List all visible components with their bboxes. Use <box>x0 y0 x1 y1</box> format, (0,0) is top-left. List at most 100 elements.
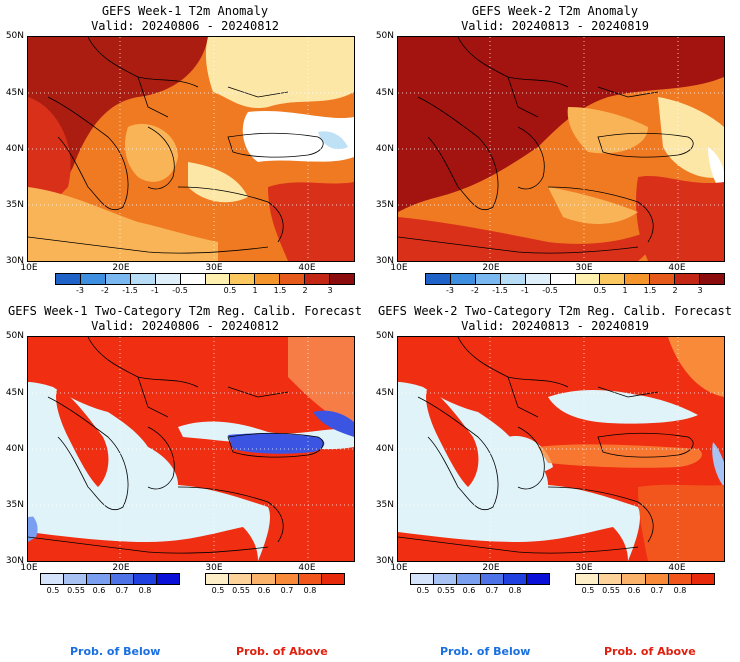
colorbar-tick: 1.5 <box>643 286 657 295</box>
colorbar-tick: -1.5 <box>122 286 138 295</box>
colorbar-tick: 0.6 <box>627 586 641 595</box>
panel-week2-probability: GEFS Week-2 Two-Category T2m Reg. Calib.… <box>370 300 740 600</box>
anomaly-colorbar <box>425 273 725 285</box>
colorbar-tick: -3 <box>76 286 84 295</box>
lon-label: 20E <box>112 263 130 273</box>
colorbar-tick: 0.5 <box>46 586 60 595</box>
lat-label: 45N <box>5 88 24 98</box>
lon-label: 30E <box>205 263 223 273</box>
colorbar-tick: 1 <box>252 286 258 295</box>
colorbar-tick: 0.8 <box>138 586 152 595</box>
colorbar-tick: 2 <box>302 286 308 295</box>
colorbar-tick: 0.55 <box>232 586 250 595</box>
colorbar-tick: 0.7 <box>280 586 294 595</box>
colorbar-tick: 0.8 <box>303 586 317 595</box>
colorbar-tick: -0.5 <box>172 286 188 295</box>
colorbar-tick: -2 <box>101 286 109 295</box>
lat-label: 50N <box>375 331 394 341</box>
colorbar-tick: 0.6 <box>92 586 106 595</box>
prob-above-colorbar <box>575 573 715 585</box>
panel-valid-date: Valid: 20240806 - 20240812 <box>91 19 279 33</box>
lon-label: 40E <box>298 563 316 573</box>
colorbar-tick: -1 <box>521 286 529 295</box>
colorbar-tick: 0.5 <box>593 286 607 295</box>
panel-week2-anomaly: GEFS Week-2 T2m Anomaly Valid: 20240813 … <box>370 0 740 300</box>
probability-map <box>27 336 355 562</box>
panel-valid-date: Valid: 20240806 - 20240812 <box>91 319 279 333</box>
lat-label: 35N <box>375 500 394 510</box>
prob-below-colorbar <box>40 573 180 585</box>
colorbar-tick: 2 <box>672 286 678 295</box>
lon-label: 30E <box>205 563 223 573</box>
prob-above-colorbar <box>205 573 345 585</box>
colorbar-tick: 0.5 <box>581 586 595 595</box>
lat-label: 40N <box>375 144 394 154</box>
colorbar-tick: 1.5 <box>273 286 287 295</box>
colorbar-tick: -1.5 <box>492 286 508 295</box>
lat-label: 50N <box>5 31 24 41</box>
colorbar-tick: -0.5 <box>542 286 558 295</box>
lat-label: 30N <box>5 556 24 566</box>
lon-label: 40E <box>668 263 686 273</box>
colorbar-tick: 0.7 <box>115 586 129 595</box>
colorbar-tick: 0.6 <box>257 586 271 595</box>
anomaly-colorbar <box>55 273 355 285</box>
probability-map <box>397 336 725 562</box>
lat-label: 40N <box>5 144 24 154</box>
panel-title: GEFS Week-1 Two-Category T2m Reg. Calib.… <box>7 304 362 318</box>
colorbar-tick: 0.5 <box>223 286 237 295</box>
colorbar-tick: 0.55 <box>602 586 620 595</box>
colorbar-tick: 0.5 <box>211 586 225 595</box>
colorbar-tick: 3 <box>697 286 703 295</box>
lon-label: 30E <box>575 263 593 273</box>
lat-label: 45N <box>375 88 394 98</box>
colorbar-tick: -3 <box>446 286 454 295</box>
colorbar-tick: 0.8 <box>673 586 687 595</box>
lat-label: 30N <box>375 256 394 266</box>
lat-label: 30N <box>375 556 394 566</box>
prob-below-label: Prob. of Below <box>440 645 531 658</box>
anomaly-map <box>27 36 355 262</box>
lat-label: 40N <box>375 444 394 454</box>
lon-label: 40E <box>668 563 686 573</box>
panel-title: GEFS Week-2 T2m Anomaly <box>471 4 639 18</box>
colorbar-tick: 0.7 <box>485 586 499 595</box>
lon-label: 40E <box>298 263 316 273</box>
lon-label: 20E <box>482 563 500 573</box>
prob-above-label: Prob. of Above <box>236 645 328 658</box>
lon-label: 30E <box>575 563 593 573</box>
colorbar-tick: 0.5 <box>416 586 430 595</box>
lat-label: 35N <box>5 500 24 510</box>
anomaly-map <box>397 36 725 262</box>
colorbar-tick: 0.8 <box>508 586 522 595</box>
colorbar-tick: -2 <box>471 286 479 295</box>
lat-label: 45N <box>375 388 394 398</box>
colorbar-tick: -1 <box>151 286 159 295</box>
lat-label: 45N <box>5 388 24 398</box>
colorbar-tick: 0.6 <box>462 586 476 595</box>
panel-title: GEFS Week-1 T2m Anomaly <box>101 4 269 18</box>
panel-week1-probability: GEFS Week-1 Two-Category T2m Reg. Calib.… <box>0 300 370 600</box>
prob-below-label: Prob. of Below <box>70 645 161 658</box>
panel-title: GEFS Week-2 Two-Category T2m Reg. Calib.… <box>377 304 732 318</box>
lon-label: 10E <box>390 263 408 273</box>
panel-week1-anomaly: GEFS Week-1 T2m Anomaly Valid: 20240806 … <box>0 0 370 300</box>
lat-label: 40N <box>5 444 24 454</box>
lat-label: 30N <box>5 256 24 266</box>
colorbar-tick: 3 <box>327 286 333 295</box>
colorbar-tick: 0.7 <box>650 586 664 595</box>
lat-label: 50N <box>375 31 394 41</box>
prob-below-colorbar <box>410 573 550 585</box>
panel-valid-date: Valid: 20240813 - 20240819 <box>461 19 649 33</box>
lon-label: 10E <box>20 263 38 273</box>
lon-label: 20E <box>112 563 130 573</box>
colorbar-tick: 1 <box>622 286 628 295</box>
colorbar-tick: 0.55 <box>67 586 85 595</box>
lon-label: 10E <box>20 563 38 573</box>
prob-above-label: Prob. of Above <box>604 645 696 658</box>
panel-valid-date: Valid: 20240813 - 20240819 <box>461 319 649 333</box>
colorbar-tick: 0.55 <box>437 586 455 595</box>
lon-label: 20E <box>482 263 500 273</box>
lat-label: 35N <box>5 200 24 210</box>
lon-label: 10E <box>390 563 408 573</box>
